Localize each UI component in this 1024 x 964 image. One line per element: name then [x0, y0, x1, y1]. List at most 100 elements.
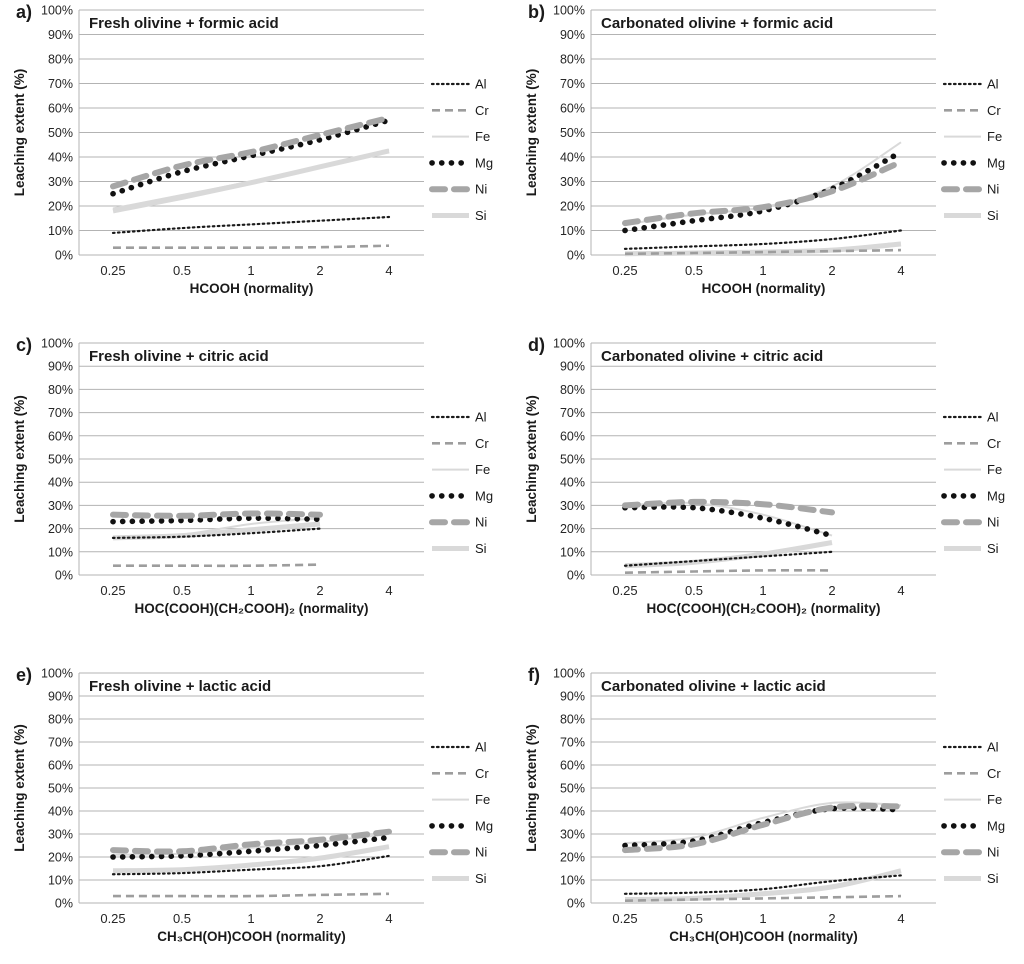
y-tick-label: 0%: [567, 897, 585, 911]
legend-label: Mg: [987, 818, 1005, 833]
y-axis-ticks: 0% 10% 20% 30% 40% 50% 60% 70% 80% 90% 100%: [41, 667, 73, 911]
y-tick-label: 80%: [48, 713, 73, 727]
x-tick-label: 1: [759, 911, 766, 926]
x-tick-label: 2: [828, 583, 835, 598]
y-tick-label: 0%: [55, 249, 73, 263]
y-tick-label: 80%: [560, 383, 585, 397]
y-tick-label: 60%: [560, 759, 585, 773]
y-tick-label: 10%: [48, 545, 73, 559]
y-axis-title: Leaching extent (%): [524, 69, 539, 197]
x-tick-label: 1: [759, 583, 766, 598]
x-tick-label: 0.5: [173, 263, 191, 278]
legend-item-fe: Fe: [944, 462, 1002, 477]
series-line-si: [112, 148, 390, 214]
chart-b-svg: 0%10%20%30%40%50%60%70%80%90%100% 0.25 0.…: [524, 2, 1005, 296]
legend-label: Fe: [987, 462, 1002, 477]
x-axis-title: HOC(COOH)(CH₂COOH)₂ (normality): [647, 601, 881, 616]
x-tick-label: 4: [385, 583, 392, 598]
legend-label: Si: [987, 541, 999, 556]
y-tick-label: 30%: [560, 499, 585, 513]
legend-label: Si: [475, 541, 487, 556]
y-axis-ticks: 0% 10% 20% 30% 40% 50% 60% 70% 80% 90% 100%: [41, 4, 73, 263]
legend-label: Mg: [475, 155, 493, 170]
y-tick-label: 80%: [48, 53, 73, 67]
x-axis-ticks: 0.25 0.5 1 2 4: [100, 911, 392, 926]
legend-item-si: Si: [432, 541, 487, 556]
y-tick-label: 50%: [560, 453, 585, 467]
y-tick-label: 30%: [560, 175, 585, 189]
y-tick-label: 100%: [41, 337, 73, 351]
legend-item-cr: Cr: [944, 766, 1001, 781]
x-tick-label: 0.5: [173, 911, 191, 926]
y-tick-label: 30%: [48, 499, 73, 513]
y-tick-label: 70%: [560, 736, 585, 750]
y-tick-label: 90%: [48, 360, 73, 374]
series-line-al: [111, 215, 391, 235]
x-axis-title: CH₃CH(OH)COOH (normality): [157, 929, 346, 944]
chart-f-svg: 0%10%20%30%40%50%60%70%80%90%100% 0.25 0.…: [524, 665, 1005, 944]
y-tick-label: 100%: [553, 4, 585, 18]
legend-item-mg: Mg: [429, 818, 493, 833]
chart-title: Carbonated olivine + formic acid: [601, 15, 833, 32]
panel-letter: b): [528, 2, 545, 22]
y-tick-label: 10%: [48, 874, 73, 888]
y-axis-title: Leaching extent (%): [524, 724, 539, 852]
x-tick-label: 1: [759, 263, 766, 278]
legend-item-al: Al: [942, 77, 999, 92]
x-tick-label: 0.25: [612, 911, 637, 926]
legend-item-al: Al: [430, 410, 487, 425]
legend-item-ni: Ni: [429, 845, 487, 860]
y-tick-label: 0%: [567, 569, 585, 583]
x-tick-label: 0.25: [100, 583, 125, 598]
legend-label: Fe: [987, 129, 1002, 144]
y-tick-label: 100%: [553, 337, 585, 351]
legend-label: Si: [987, 208, 999, 223]
y-axis-ticks: 0% 10% 20% 30% 40% 50% 60% 70% 80% 90% 100%: [553, 4, 585, 263]
y-tick-label: 100%: [41, 4, 73, 18]
legend-item-si: Si: [944, 871, 999, 886]
series-line-cr: [112, 563, 321, 568]
legend-item-cr: Cr: [432, 766, 489, 781]
data-series: [110, 510, 323, 568]
legend-item-al: Al: [942, 740, 999, 755]
chart-legend: Al Cr Fe Mg Ni Si: [429, 410, 493, 556]
y-tick-label: 90%: [48, 28, 73, 42]
x-tick-label: 4: [897, 263, 904, 278]
series-line-ni: [110, 114, 392, 190]
chart-legend: Al Cr Fe Mg Ni Si: [941, 77, 1005, 223]
y-tick-label: 80%: [560, 53, 585, 67]
legend-item-ni: Ni: [941, 515, 999, 530]
series-line-mg: [622, 504, 835, 539]
chart-title: Fresh olivine + citric acid: [89, 348, 269, 365]
x-tick-label: 4: [385, 263, 392, 278]
y-axis-ticks: 0% 10% 20% 30% 40% 50% 60% 70% 80% 90% 100%: [553, 337, 585, 583]
y-tick-label: 90%: [560, 690, 585, 704]
y-tick-label: 10%: [48, 224, 73, 238]
panel-c: 0% 10% 20% 30% 40% 50% 60% 70% 80% 90% 100% 0.25 0.…: [0, 322, 512, 645]
legend-label: Fe: [475, 792, 490, 807]
y-axis-title: Leaching extent (%): [524, 395, 539, 523]
y-tick-label: 20%: [48, 522, 73, 536]
chart-title: Fresh olivine + lactic acid: [89, 678, 271, 695]
series-line-mg: [110, 834, 392, 860]
legend-label: Mg: [475, 488, 493, 503]
legend-label: Cr: [987, 766, 1001, 781]
y-tick-label: 70%: [48, 406, 73, 420]
x-tick-label: 0.25: [100, 911, 125, 926]
x-axis-title: HCOOH (normality): [190, 281, 314, 296]
panel-letter: d): [528, 335, 545, 355]
y-tick-label: 40%: [560, 151, 585, 165]
panel-f: 0% 10% 20% 30% 40% 50% 60% 70% 80% 90% 100% 0.25 0.…: [512, 645, 1024, 964]
legend-item-cr: Cr: [432, 436, 489, 451]
y-tick-label: 20%: [48, 851, 73, 865]
series-line-cr: [624, 248, 902, 256]
data-series: [110, 114, 392, 250]
x-tick-label: 4: [897, 583, 904, 598]
legend-item-ni: Ni: [429, 515, 487, 530]
y-tick-label: 40%: [48, 476, 73, 490]
x-tick-label: 0.25: [612, 583, 637, 598]
series-line-si: [624, 868, 902, 903]
x-tick-label: 4: [385, 911, 392, 926]
panel-letter: e): [16, 665, 32, 685]
y-tick-label: 10%: [560, 874, 585, 888]
